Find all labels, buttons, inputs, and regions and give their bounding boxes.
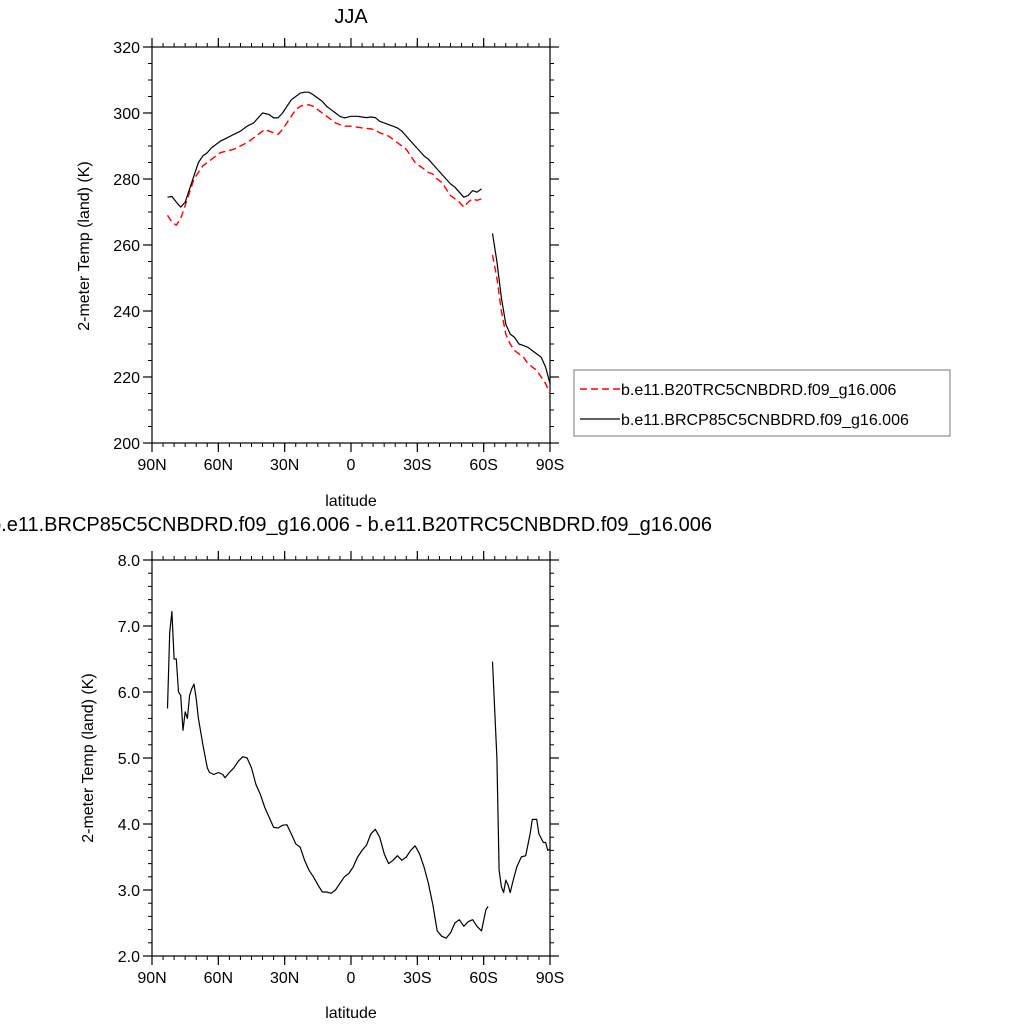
- bottom-y-tick-label: 3.0: [118, 883, 140, 900]
- top-series-1-line-segment-0: [167, 91, 482, 208]
- bottom-plot-area: 2.0 3.0 4.0 5.0 6.0 7.0 8.0 90N 60N 30N 0 30S 60S 90S: [118, 551, 564, 987]
- bottom-x-tick-label: 90N: [137, 970, 166, 987]
- top-series-0-line-segment-0: [166, 104, 482, 226]
- panel-bottom-chart: b.e11.BRCP85C5CNBDRD.f09_g16.006 - b.e11…: [0, 514, 712, 1022]
- legend-label-brcp85: b.e11.BRCP85C5CNBDRD.f09_g16.006: [621, 412, 909, 429]
- top-y-axis-label: 2-meter Temp (land) (K): [76, 161, 93, 331]
- top-y-tick-label: 200: [113, 436, 140, 453]
- top-y-tick-label: 280: [113, 172, 140, 189]
- top-y-tick-label: 240: [113, 304, 140, 321]
- bottom-y-tick-label: 5.0: [118, 751, 140, 768]
- legend-box: [573, 369, 951, 437]
- panel-top-chart: JJA 200 220 240 260 280 300 320 90N 60N 30N 0 30S 60…: [76, 6, 564, 510]
- top-x-tick-label: 60N: [204, 457, 233, 474]
- top-y-tick-label: 220: [113, 370, 140, 387]
- bottom-y-tick-label: 7.0: [118, 619, 140, 636]
- bottom-plot-frame: [151, 559, 551, 957]
- bottom-y-tick-label: 6.0: [118, 685, 140, 702]
- bottom-y-tick-label: 8.0: [118, 553, 140, 570]
- top-series-0-line-segment-1: [491, 254, 551, 394]
- bottom-x-tick-label: 60N: [204, 970, 233, 987]
- bottom-x-tick-label: 60S: [469, 970, 497, 987]
- bottom-y-tick-label: 2.0: [118, 949, 140, 966]
- bottom-series-0-line-segment-0: [166, 610, 489, 939]
- bottom-x-tick-label: 0: [347, 970, 356, 987]
- top-x-tick-label: 90S: [536, 457, 564, 474]
- top-y-tick-label: 320: [113, 40, 140, 57]
- bottom-x-tick-label: 30N: [270, 970, 299, 987]
- legend: b.e11.B20TRC5CNBDRD.f09_g16.006 b.e11.BR…: [573, 369, 951, 437]
- top-x-axis-label: latitude: [325, 493, 377, 510]
- bottom-x-tick-label: 30S: [403, 970, 431, 987]
- top-x-tick-label: 90N: [137, 457, 166, 474]
- legend-label-b20trc: b.e11.B20TRC5CNBDRD.f09_g16.006: [621, 382, 897, 399]
- bottom-series-0-line-segment-1: [491, 661, 551, 894]
- top-y-tick-label: 260: [113, 238, 140, 255]
- top-y-tick-label: 300: [113, 106, 140, 123]
- top-plot-frame: [151, 46, 551, 444]
- top-x-tick-label: 30N: [270, 457, 299, 474]
- top-x-tick-label: 30S: [403, 457, 431, 474]
- top-chart-title: JJA: [334, 6, 368, 28]
- bottom-x-tick-label: 90S: [536, 970, 564, 987]
- top-series-1-line-segment-1: [491, 233, 551, 384]
- bottom-x-axis-label: latitude: [325, 1005, 377, 1022]
- bottom-y-tick-label: 4.0: [118, 817, 140, 834]
- bottom-y-axis-label: 2-meter Temp (land) (K): [80, 673, 97, 843]
- top-x-tick-label: 60S: [469, 457, 497, 474]
- bottom-chart-title: b.e11.BRCP85C5CNBDRD.f09_g16.006 - b.e11…: [0, 514, 712, 536]
- top-x-tick-label: 0: [347, 457, 356, 474]
- top-plot-area: 200 220 240 260 280 300 320 90N 60N 30N 0 30S 60S 90S: [113, 38, 564, 474]
